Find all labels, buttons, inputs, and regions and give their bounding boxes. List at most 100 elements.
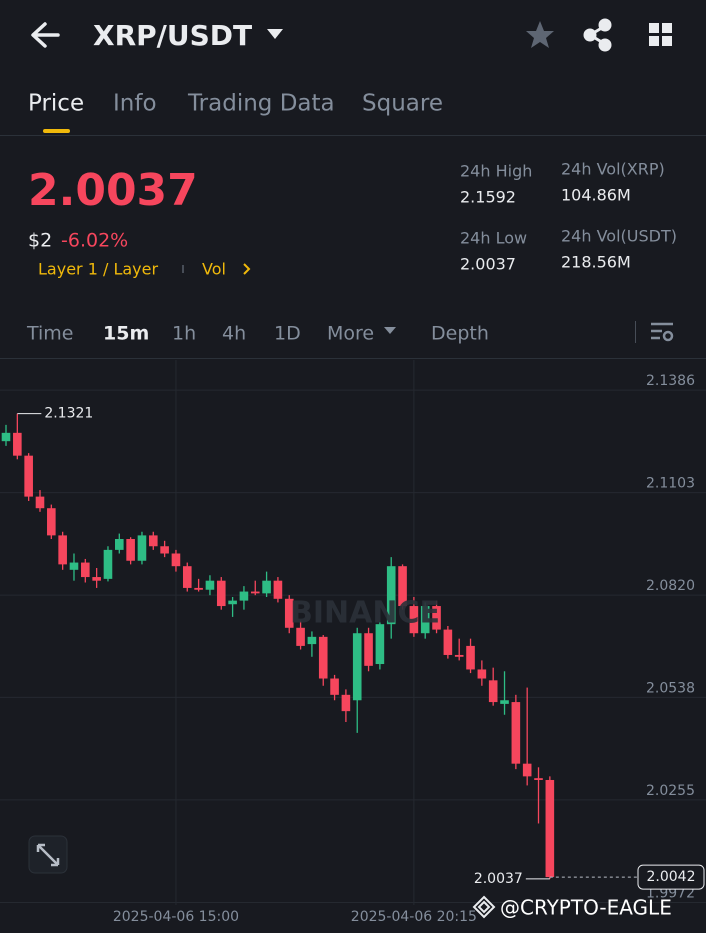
candle-body <box>420 606 430 634</box>
logo-watermark: BINANCE <box>290 596 440 631</box>
candle-body <box>81 562 90 578</box>
candle-body <box>35 496 45 509</box>
interval[interactable]: 1h <box>172 323 196 345</box>
candle-body <box>103 549 113 579</box>
candle-body <box>454 654 464 657</box>
chevron <box>243 263 251 275</box>
candle-body <box>488 680 498 703</box>
chart-settings-icon[interactable] <box>651 322 674 342</box>
min-label: 2.0037 <box>474 871 523 887</box>
candle-body <box>24 455 33 497</box>
candle-body <box>273 580 283 599</box>
candle-body <box>69 562 79 570</box>
candle-body <box>341 694 351 712</box>
candle-body <box>318 636 328 679</box>
tab[interactable]: Trading Data <box>187 91 335 117</box>
back-button[interactable] <box>31 22 60 48</box>
x-tick-label: 2025-04-06 15:00 <box>113 909 239 925</box>
candle-body <box>284 598 294 628</box>
tab[interactable]: Info <box>113 91 157 117</box>
divider <box>0 135 706 136</box>
candle-body <box>148 535 158 547</box>
interval[interactable]: 4h <box>222 323 246 345</box>
expand-button[interactable] <box>28 835 68 874</box>
y-tick-label: 2.1386 <box>646 373 695 389</box>
candle-body <box>511 702 521 764</box>
candle-body <box>228 600 237 605</box>
watermark: @CRYPTO-EAGLE <box>500 896 672 920</box>
candle-body <box>115 539 124 550</box>
candle-body <box>205 580 215 590</box>
interval[interactable]: 1D <box>274 323 301 345</box>
price-change: -6.02% <box>61 230 128 252</box>
candle-body <box>522 763 532 777</box>
x-tick-label: 2025-04-06 20:15 <box>351 909 477 925</box>
separator <box>182 265 184 273</box>
candle-body <box>137 535 147 561</box>
interval[interactable]: More <box>327 323 374 345</box>
last-price-label: 2.0042 <box>647 869 696 885</box>
watermark-logo <box>472 895 496 919</box>
candle-body <box>194 587 203 590</box>
share-icon[interactable] <box>583 18 612 52</box>
candle-body <box>296 627 305 646</box>
pair-title[interactable]: XRP/USDT <box>93 19 252 52</box>
stat-value: 104.86M <box>561 186 631 205</box>
candle-body <box>466 645 475 670</box>
candle-body <box>216 580 226 607</box>
candle-body <box>92 577 101 581</box>
candle-body <box>375 624 385 665</box>
candle-body <box>432 606 441 630</box>
stat-value: 2.1592 <box>460 188 516 207</box>
max-label: 2.1321 <box>44 406 93 422</box>
candle-body <box>58 535 67 565</box>
candle-body <box>534 778 543 780</box>
candle-body <box>262 580 271 594</box>
candle-body <box>398 566 407 607</box>
stat-label: 24h High <box>460 162 532 181</box>
menu-icon[interactable] <box>649 23 672 46</box>
candle-body <box>443 629 453 655</box>
stat-value: 2.0037 <box>460 255 516 274</box>
interval[interactable]: Depth <box>431 323 489 345</box>
candle-body <box>13 432 22 456</box>
candle-body <box>182 566 192 588</box>
last-price: 2.0037 <box>28 165 198 216</box>
candle-body <box>1 432 11 442</box>
candle-body <box>250 591 260 594</box>
last-price-box <box>637 864 705 890</box>
divider <box>0 358 706 359</box>
interval[interactable]: 15m <box>103 323 149 345</box>
candle-body <box>545 779 555 878</box>
candlestick-chart: 2.13862.11032.08202.05382.02551.99722025… <box>0 360 706 925</box>
stat-label: 24h Vol(XRP) <box>561 160 665 179</box>
y-tick-label: 2.1103 <box>646 476 695 492</box>
y-tick-label: 2.0538 <box>646 680 695 696</box>
candle-body <box>477 669 487 679</box>
candle-body <box>330 678 339 695</box>
candle-body <box>500 700 509 704</box>
stat-label: 24h Low <box>460 229 527 248</box>
candle-body <box>126 539 135 561</box>
candle-body <box>160 546 169 554</box>
category-tag[interactable]: Layer 1 / Layer <box>38 260 158 279</box>
interval[interactable]: Time <box>26 323 74 345</box>
pair-dropdown[interactable] <box>267 29 283 39</box>
candle-body <box>47 508 56 536</box>
candle-body <box>352 633 362 701</box>
usd-price: $2 <box>28 230 52 252</box>
candle-body <box>171 553 181 567</box>
y-tick-label: 2.0255 <box>646 783 695 799</box>
tab[interactable]: Square <box>362 91 443 117</box>
candle-body <box>409 606 419 634</box>
candle-body <box>364 633 373 666</box>
vol-tag[interactable]: Vol <box>202 260 226 279</box>
candle-body <box>386 566 396 625</box>
stat-label: 24h Vol(USDT) <box>561 227 677 246</box>
tab[interactable]: Price <box>28 91 84 117</box>
active-tab-indicator <box>43 129 70 133</box>
y-tick-label: 2.0820 <box>646 578 695 594</box>
favorite-icon[interactable] <box>526 21 554 48</box>
